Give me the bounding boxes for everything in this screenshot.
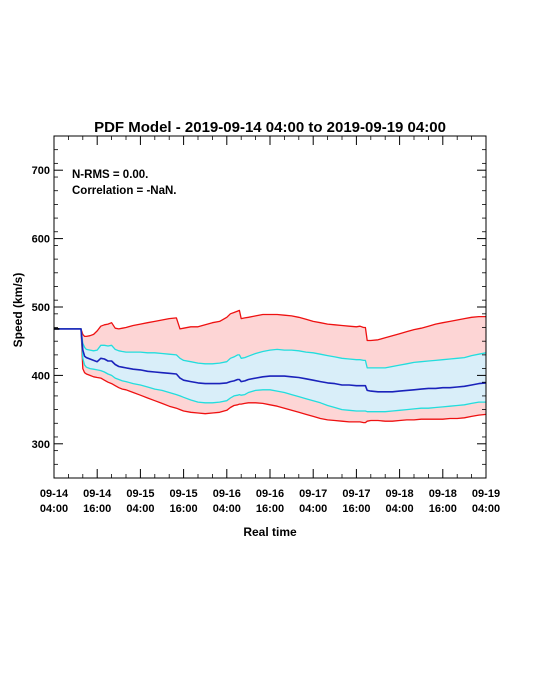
y-tick-label: 600 — [32, 234, 50, 246]
x-tick-label-time: 16:00 — [429, 503, 457, 515]
x-tick-label-date: 09-18 — [386, 488, 414, 500]
x-tick-label-time: 04:00 — [126, 503, 154, 515]
x-tick-label-time: 16:00 — [342, 503, 370, 515]
chart-title: PDF Model - 2019-09-14 04:00 to 2019-09-… — [94, 119, 446, 136]
x-tick-label-date: 09-14 — [40, 488, 69, 500]
x-tick-label-date: 09-16 — [213, 488, 241, 500]
outer-lower-line — [54, 328, 487, 424]
y-tick-label: 700 — [32, 165, 50, 177]
x-tick-label-time: 16:00 — [256, 503, 284, 515]
outer-upper-line — [54, 309, 486, 342]
x-axis-label: Real time — [243, 525, 297, 539]
x-tick-label-date: 09-17 — [342, 488, 370, 500]
series-lines — [54, 309, 487, 424]
median-line — [54, 328, 487, 393]
correlation-annotation: Correlation = -NaN. — [72, 185, 176, 197]
x-tick-label-time: 04:00 — [213, 503, 241, 515]
x-tick-label-time: 16:00 — [170, 503, 198, 515]
inner-upper-line — [54, 328, 487, 369]
x-axis: 09-14 04:00 09-14 16:00 09-15 04:00 09-15 16:00… — [40, 136, 500, 515]
x-tick-label-time: 04:00 — [386, 503, 414, 515]
nrms-annotation: N-RMS = 0.00. — [72, 169, 148, 181]
inner-lower-line — [54, 328, 486, 413]
x-tick-label-date: 09-19 — [472, 488, 500, 500]
y-axis-label: Speed (km/s) — [11, 273, 25, 348]
x-tick-label-time: 04:00 — [299, 503, 327, 515]
y-axis: 300 400 500 600 700 — [32, 149, 486, 465]
x-tick-label-time: 16:00 — [83, 503, 111, 515]
x-tick-label-date: 09-15 — [170, 488, 198, 500]
x-tick-label-date: 09-17 — [299, 488, 327, 500]
x-tick-label-time: 04:00 — [472, 503, 500, 515]
y-tick-label: 400 — [32, 370, 50, 382]
x-tick-label-date: 09-15 — [126, 488, 154, 500]
y-tick-label: 300 — [32, 439, 50, 451]
x-tick-label-date: 09-14 — [83, 488, 112, 500]
y-tick-label: 500 — [32, 302, 50, 314]
x-tick-label-date: 09-16 — [256, 488, 284, 500]
x-tick-label-date: 09-18 — [429, 488, 457, 500]
x-tick-label-time: 04:00 — [40, 503, 68, 515]
